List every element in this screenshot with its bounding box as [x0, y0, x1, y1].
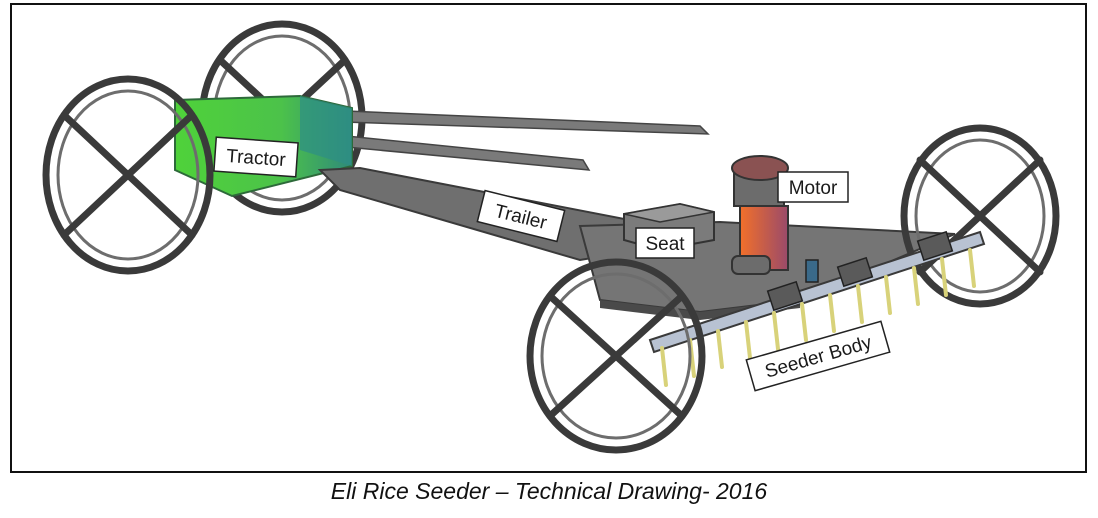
label-seat: Seat	[635, 227, 695, 259]
label-motor: Motor	[777, 171, 849, 203]
motor	[731, 155, 819, 283]
seeder-axle	[648, 230, 986, 354]
tractor-front-wheel	[42, 75, 214, 275]
seeder-tines	[660, 248, 976, 387]
label-seat-text: Seat	[645, 234, 685, 255]
label-tractor: Tractor	[213, 136, 299, 178]
figure-caption: Eli Rice Seeder – Technical Drawing- 201…	[330, 478, 768, 504]
label-seeder-body: Seeder Body	[745, 320, 891, 392]
left-front-wheel	[526, 258, 706, 454]
right-back-wheel	[900, 124, 1060, 308]
label-tractor-text: Tractor	[226, 146, 287, 171]
label-motor-text: Motor	[789, 178, 838, 199]
